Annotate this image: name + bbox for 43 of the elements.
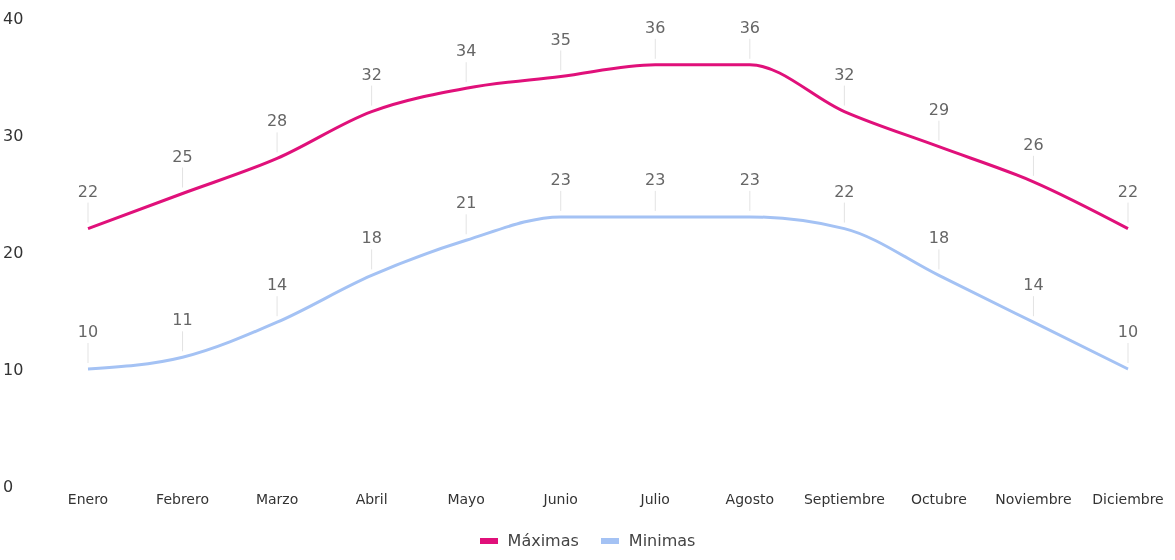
data-label: 23 (550, 169, 571, 189)
data-label: 34 (456, 41, 477, 61)
x-tick-label: Mayo (447, 490, 485, 507)
data-label: 10 (77, 322, 99, 341)
data-label: 14 (266, 275, 288, 295)
data-label: 32 (834, 64, 855, 84)
data-label: 10 (1117, 322, 1139, 341)
data-label: 25 (172, 146, 193, 166)
legend-label: Minimas (627, 531, 696, 550)
y-tick-label: 40 (3, 8, 24, 28)
x-tick-label: Enero (67, 490, 109, 507)
data-label: 26 (1023, 134, 1044, 154)
y-tick-label: 30 (3, 125, 24, 145)
x-tick-label: Noviembre (995, 490, 1072, 507)
y-tick-label: 20 (3, 242, 24, 262)
data-label: 22 (1117, 181, 1139, 201)
x-tick-label: Octubre (910, 490, 967, 507)
data-label: 36 (739, 17, 760, 37)
data-label: 32 (361, 64, 382, 84)
x-tick-label: Agosto (725, 490, 775, 507)
data-label: 18 (928, 228, 950, 248)
data-label: 23 (739, 169, 760, 189)
data-label: 14 (1023, 275, 1044, 295)
data-label: 22 (834, 181, 855, 201)
data-label: 29 (928, 99, 950, 119)
data-label: 35 (550, 29, 571, 49)
x-tick-label: Marzo (255, 490, 299, 507)
x-tick-label: Diciembre (1092, 490, 1164, 507)
data-label: 36 (645, 17, 666, 37)
x-tick-label: Septiembre (803, 490, 885, 507)
data-label: 18 (361, 228, 382, 248)
data-label: 23 (645, 169, 666, 189)
data-label: 28 (266, 111, 288, 131)
x-tick-label: Abril (355, 490, 388, 507)
data-label: 22 (77, 181, 99, 201)
data-label: 21 (456, 193, 477, 213)
y-tick-label: 10 (3, 359, 24, 379)
x-tick-label: Febrero (156, 490, 209, 507)
legend-label: Máximas (506, 531, 579, 550)
y-tick-label: 0 (3, 476, 14, 496)
x-tick-label: Junio (542, 490, 578, 507)
data-label: 11 (172, 310, 193, 330)
x-tick-label: Julio (639, 490, 670, 507)
